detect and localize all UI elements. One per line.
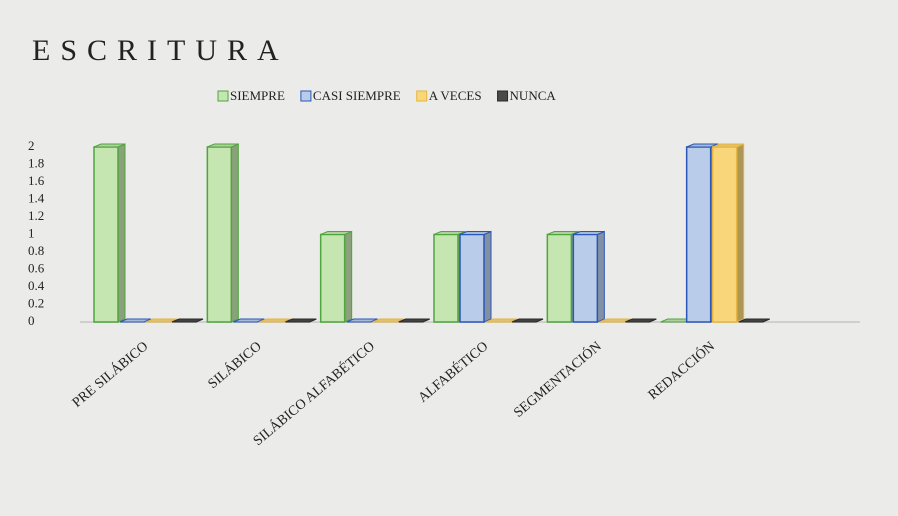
bar-top xyxy=(459,231,492,235)
bar-group xyxy=(599,318,631,323)
bar-group xyxy=(346,318,378,323)
bar-top xyxy=(433,231,466,235)
y-tick-label: 0.4 xyxy=(28,278,45,293)
bar-top xyxy=(372,318,404,323)
bar-top xyxy=(145,318,178,323)
y-tick-label: 1 xyxy=(28,225,35,240)
chart-title: ESCRITURA xyxy=(32,34,289,67)
bar-top xyxy=(547,231,579,235)
bar-top xyxy=(346,318,378,323)
bar-group xyxy=(572,230,605,323)
bar-top xyxy=(119,318,152,323)
bar xyxy=(546,233,573,323)
bar-top xyxy=(93,143,126,148)
y-tick-label: 0.8 xyxy=(28,243,44,258)
bar-top xyxy=(233,318,265,323)
legend-label: CASI SIEMPRE xyxy=(313,88,401,103)
bar-top xyxy=(398,318,430,323)
bar-group xyxy=(233,318,265,323)
bar xyxy=(93,146,119,323)
legend-swatch xyxy=(300,90,312,102)
bar-group xyxy=(459,230,492,323)
y-tick-label: 0 xyxy=(28,313,35,328)
bar-top xyxy=(171,318,204,323)
bar-group xyxy=(738,318,770,323)
bar-side xyxy=(483,230,492,323)
bar-group xyxy=(206,143,239,323)
bar xyxy=(206,146,233,323)
legend-label: SIEMPRE xyxy=(230,88,285,103)
bar-top xyxy=(485,318,518,323)
bar-group xyxy=(372,318,404,323)
legend-label: A VECES xyxy=(429,88,482,103)
y-tick-label: 0.6 xyxy=(28,260,45,275)
bar xyxy=(572,233,599,323)
bar-top xyxy=(712,143,744,148)
bar-top xyxy=(573,231,605,235)
legend-swatch xyxy=(217,90,229,102)
bar-group xyxy=(485,318,518,323)
bar-top xyxy=(599,318,631,323)
bar-side xyxy=(344,230,353,323)
bar-side xyxy=(230,143,239,323)
y-tick-label: 1.2 xyxy=(28,208,44,223)
bar-group xyxy=(119,318,152,323)
bar-top xyxy=(259,318,291,323)
bar-group xyxy=(93,143,126,323)
bar-group xyxy=(171,318,204,323)
bar-side xyxy=(117,143,126,323)
bar-top xyxy=(285,318,317,323)
bar xyxy=(433,233,459,323)
bar-group xyxy=(319,230,353,323)
bar-group xyxy=(511,318,544,323)
bar-group xyxy=(259,318,291,323)
bar xyxy=(711,146,738,323)
legend: SIEMPRE CASI SIEMPRE A VECES NUNCA xyxy=(217,88,557,103)
y-tick-label: 0.2 xyxy=(28,295,44,310)
y-tick-label: 1.8 xyxy=(28,155,44,170)
bar-top xyxy=(207,143,239,148)
legend-swatch xyxy=(416,90,428,102)
y-tick-label: 1.4 xyxy=(28,190,45,205)
bar-group xyxy=(145,318,178,323)
bar-top xyxy=(738,318,770,323)
bar-top xyxy=(511,318,544,323)
bar-group xyxy=(285,318,317,323)
y-tick-label: 2 xyxy=(28,138,35,153)
bar xyxy=(685,146,712,323)
bar xyxy=(459,233,485,323)
bar-group xyxy=(625,318,657,323)
legend-swatch xyxy=(497,90,509,102)
legend-label: NUNCA xyxy=(510,88,557,103)
bar-group xyxy=(711,143,745,323)
bar xyxy=(319,233,346,323)
bar-top xyxy=(625,318,657,323)
bar-side xyxy=(596,230,605,323)
bar-top xyxy=(320,231,352,235)
bar-top xyxy=(686,143,718,148)
bar-side xyxy=(736,143,745,323)
y-tick-label: 1.6 xyxy=(28,173,45,188)
bar-group xyxy=(398,318,430,323)
